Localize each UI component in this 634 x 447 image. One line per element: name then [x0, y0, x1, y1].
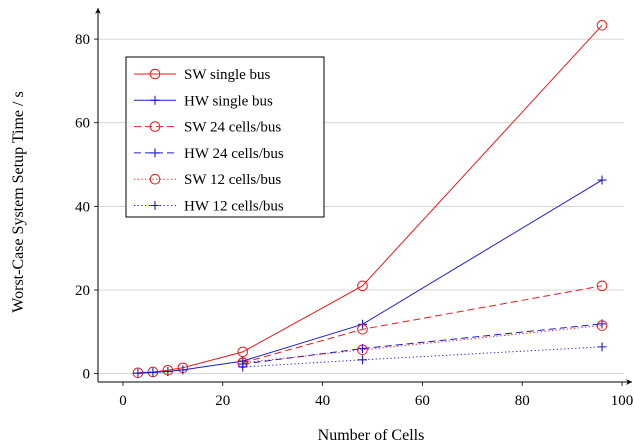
data-point-2-7 [597, 175, 607, 185]
y-tick-label-80: 80 [75, 32, 90, 48]
x-axis-arrow-icon [626, 379, 632, 385]
x-tick-label-80: 80 [515, 393, 530, 409]
legend-label-1: SW single bus [184, 67, 271, 83]
legend-label-4: HW 24 cells/bus [184, 146, 284, 162]
legend: SW single bus HW single bus SW 24 cells/bu… [125, 56, 325, 218]
x-axis-title: Number of Cells [318, 427, 425, 444]
tick-labels: 0 20 40 60 80 0 20 40 60 80 100 [75, 32, 633, 409]
series-line-3 [242, 285, 603, 364]
y-tick-label-40: 40 [75, 199, 90, 215]
data-point-2-2 [148, 367, 158, 377]
legend-marker-3 [149, 121, 161, 132]
series-4 [238, 319, 607, 369]
x-tick-label-100: 100 [611, 393, 634, 409]
data-point-3-3 [596, 280, 608, 292]
legend-label-3: SW 24 cells/bus [184, 120, 281, 136]
legend-label-2: HW single bus [184, 93, 273, 109]
data-point-5-3 [596, 320, 608, 331]
data-point-5-2 [357, 344, 368, 356]
data-point-2-3 [163, 367, 173, 377]
legend-marker-2 [150, 95, 160, 105]
series-line-6 [242, 346, 603, 368]
y-axis-title: Worst-Case System Setup Time / s [10, 91, 27, 312]
series-line-4 [242, 323, 603, 365]
legend-label-6: HW 12 cells/bus [184, 199, 284, 215]
axes [94, 8, 632, 386]
y-axis-arrow-icon [95, 8, 101, 14]
legend-marker-1 [149, 68, 161, 80]
data-point-4-2 [358, 344, 368, 354]
data-point-6-3 [597, 342, 607, 352]
series-5 [237, 320, 608, 369]
legend-label-5: SW 12 cells/bus [184, 172, 281, 188]
series-6 [238, 342, 607, 372]
legend-marker-4 [150, 148, 160, 158]
x-tick-label-20: 20 [215, 393, 230, 409]
legend-marker-6 [150, 201, 160, 210]
y-tick-label-20: 20 [75, 283, 90, 299]
x-tick-label-40: 40 [315, 393, 330, 409]
data-point-1-7 [596, 19, 608, 31]
x-tick-label-60: 60 [415, 393, 430, 409]
y-tick-label-0: 0 [83, 367, 91, 383]
x-tick-label-0: 0 [119, 393, 127, 409]
data-point-3-2 [357, 324, 368, 335]
data-point-1-6 [357, 280, 368, 292]
legend-marker-5 [149, 173, 161, 185]
legend-box [125, 56, 325, 218]
data-point-6-1 [238, 362, 248, 372]
y-tick-label-60: 60 [75, 116, 90, 132]
data-series [132, 19, 608, 379]
data-point-2-1 [133, 368, 143, 378]
data-point-6-2 [358, 355, 368, 365]
data-point-2-4 [178, 365, 188, 375]
